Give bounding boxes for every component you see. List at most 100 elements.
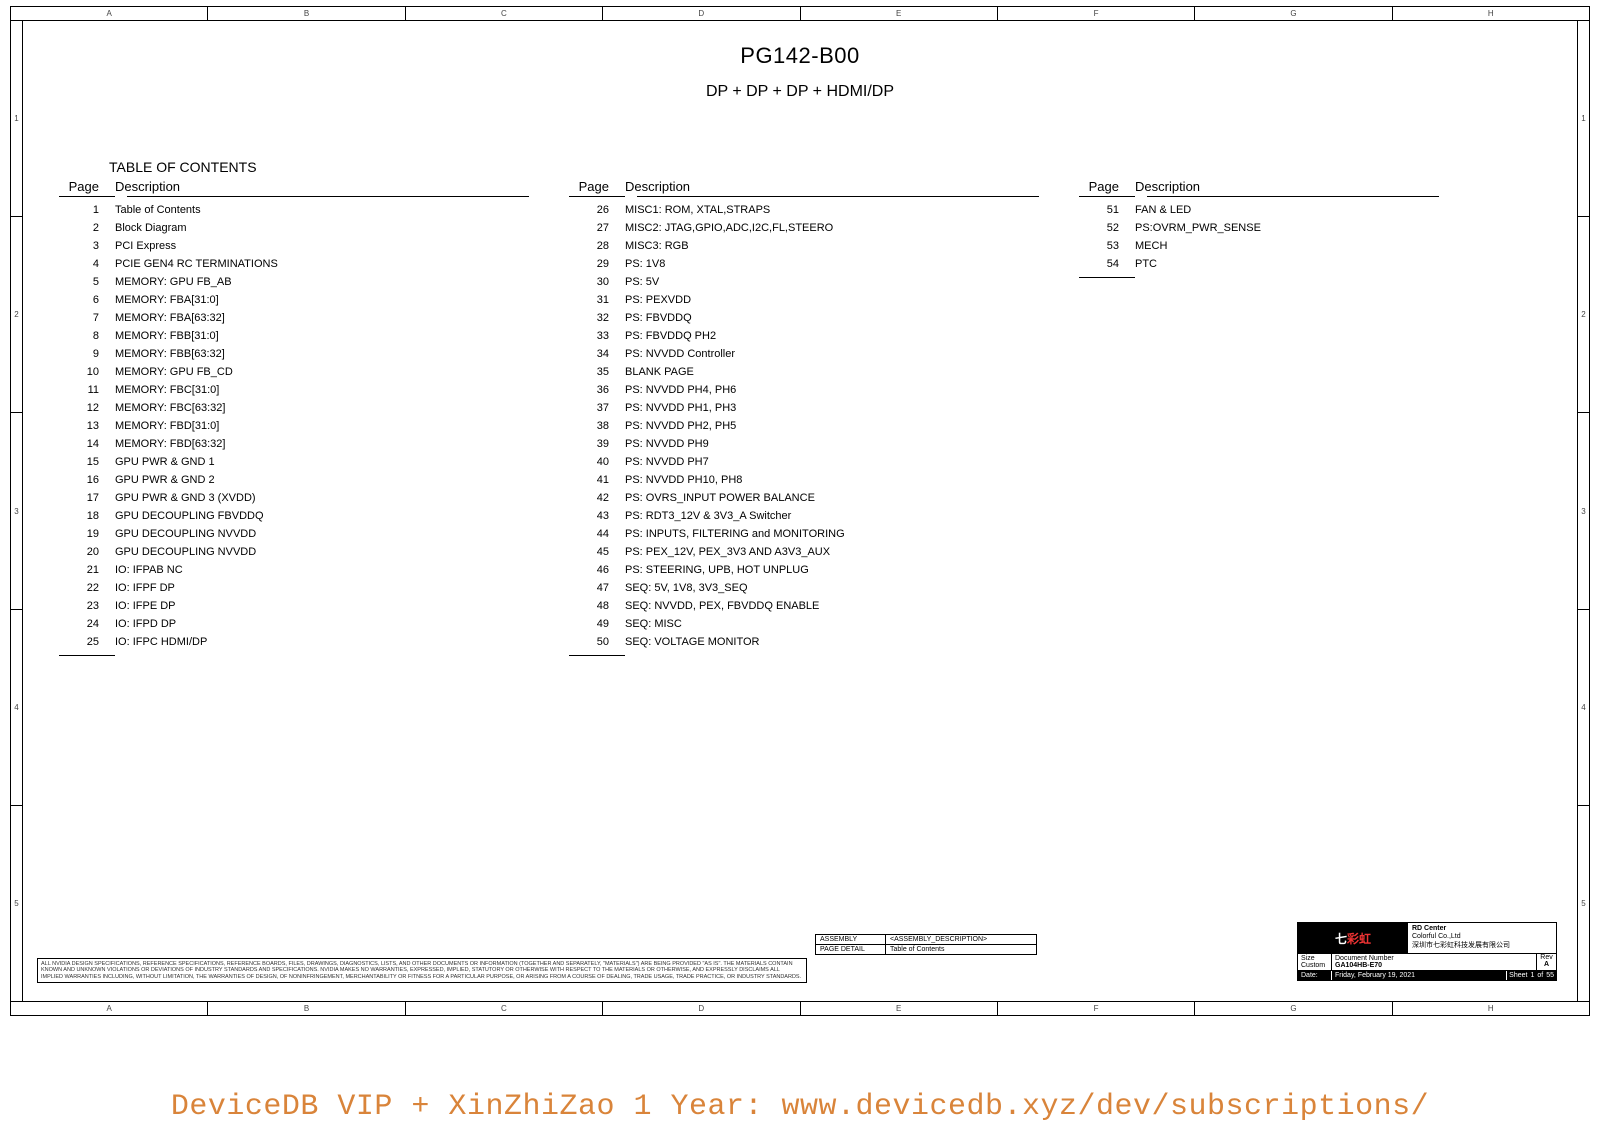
drawing-frame: A B C D E F G H A B C D E F G H 1 2 3 4 … — [10, 6, 1590, 1016]
toc-desc: MEMORY: FBD[63:32] — [115, 435, 529, 453]
toc-desc: MEMORY: FBB[31:0] — [115, 327, 529, 345]
toc-row: 36PS: NVVDD PH4, PH6 — [569, 381, 1039, 399]
row-label: 2 — [1578, 217, 1589, 413]
toc-desc: IO: IFPD DP — [115, 615, 529, 633]
toc-head-page: Page — [59, 179, 115, 194]
toc-page-num: 14 — [59, 435, 115, 453]
toc-page-num: 21 — [59, 561, 115, 579]
toc-page-num: 10 — [59, 363, 115, 381]
row-label: 5 — [1578, 806, 1589, 1001]
toc-page-num: 36 — [569, 381, 625, 399]
disclaimer-text: ALL NVIDIA DESIGN SPECIFICATIONS, REFERE… — [37, 958, 807, 983]
toc-row: 42PS: OVRS_INPUT POWER BALANCE — [569, 489, 1039, 507]
toc-row: 54PTC — [1079, 255, 1439, 273]
toc-desc: SEQ: 5V, 1V8, 3V3_SEQ — [625, 579, 1039, 597]
toc-page-num: 12 — [59, 399, 115, 417]
col-label: G — [1195, 1002, 1392, 1015]
toc-row: 1Table of Contents — [59, 201, 529, 219]
toc-page-num: 38 — [569, 417, 625, 435]
toc-row: 26MISC1: ROM, XTAL,STRAPS — [569, 201, 1039, 219]
toc-desc: SEQ: NVVDD, PEX, FBVDDQ ENABLE — [625, 597, 1039, 615]
toc-page-num: 16 — [59, 471, 115, 489]
toc-row: 19GPU DECOUPLING NVVDD — [59, 525, 529, 543]
date-value: Friday, February 19, 2021 — [1332, 971, 1506, 980]
col-label: A — [11, 7, 208, 20]
toc-desc: PTC — [1135, 255, 1439, 273]
toc-row: 30PS: 5V — [569, 273, 1039, 291]
toc-head-page: Page — [1079, 179, 1135, 194]
toc-page-num: 51 — [1079, 201, 1135, 219]
toc-row: 22IO: IFPF DP — [59, 579, 529, 597]
toc-head-desc: Description — [1135, 179, 1439, 194]
toc-row: 25IO: IFPC HDMI/DP — [59, 633, 529, 651]
col-label: D — [603, 1002, 800, 1015]
date-text: Friday, February 19, 2021 — [1335, 972, 1415, 979]
toc-page-num: 30 — [569, 273, 625, 291]
titleblock: 七彩虹 RD Center Colorful Co.,Ltd 深圳市七彩虹科技发… — [1297, 922, 1557, 981]
toc-col-1: Page Description 1Table of Contents2Bloc… — [59, 179, 529, 656]
rev-value: A — [1537, 961, 1556, 968]
docnum-value: GA104HB-E70 — [1335, 962, 1533, 969]
toc-page-num: 6 — [59, 291, 115, 309]
toc-row: 40PS: NVVDD PH7 — [569, 453, 1039, 471]
logo-part: 彩虹 — [1347, 930, 1371, 947]
assembly-box: ASSEMBLY <ASSEMBLY_DESCRIPTION> PAGE DET… — [815, 934, 1037, 955]
toc-page-num: 1 — [59, 201, 115, 219]
toc-row: 52PS:OVRM_PWR_SENSE — [1079, 219, 1439, 237]
toc-desc: PS: NVVDD PH4, PH6 — [625, 381, 1039, 399]
toc-desc: MEMORY: FBB[63:32] — [115, 345, 529, 363]
toc-page-num: 31 — [569, 291, 625, 309]
docnum-cell: Document Number GA104HB-E70 — [1332, 954, 1536, 970]
toc-desc: PS: NVVDD PH2, PH5 — [625, 417, 1039, 435]
toc-row: 46PS: STEERING, UPB, HOT UNPLUG — [569, 561, 1039, 579]
toc-page-num: 5 — [59, 273, 115, 291]
toc-page-num: 46 — [569, 561, 625, 579]
board-title: PG142-B00 — [23, 43, 1577, 69]
toc-row: 5MEMORY: GPU FB_AB — [59, 273, 529, 291]
docnum-label: Document Number — [1335, 955, 1533, 962]
toc-row: 45PS: PEX_12V, PEX_3V3 AND A3V3_AUX — [569, 543, 1039, 561]
col-label: G — [1195, 7, 1392, 20]
toc-row: 17GPU PWR & GND 3 (XVDD) — [59, 489, 529, 507]
rev-label: Rev — [1537, 954, 1556, 961]
toc-desc: IO: IFPF DP — [115, 579, 529, 597]
toc-head-page: Page — [569, 179, 625, 194]
toc-page-num: 29 — [569, 255, 625, 273]
toc-desc: PS: STEERING, UPB, HOT UNPLUG — [625, 561, 1039, 579]
toc-row: 28MISC3: RGB — [569, 237, 1039, 255]
toc-page-num: 54 — [1079, 255, 1135, 273]
watermark-text: DeviceDB VIP + XinZhiZao 1 Year: www.dev… — [0, 1090, 1600, 1124]
col-strip-top: A B C D E F G H — [11, 7, 1589, 21]
toc-page-num: 47 — [569, 579, 625, 597]
toc-row: 32PS: FBVDDQ — [569, 309, 1039, 327]
toc-page-num: 4 — [59, 255, 115, 273]
toc-page-num: 49 — [569, 615, 625, 633]
toc-desc: IO: IFPE DP — [115, 597, 529, 615]
toc-desc: PS: FBVDDQ PH2 — [625, 327, 1039, 345]
toc-row: 33PS: FBVDDQ PH2 — [569, 327, 1039, 345]
row-label: 4 — [11, 610, 22, 806]
toc-desc: PS: NVVDD Controller — [625, 345, 1039, 363]
date-label: Date: — [1298, 971, 1332, 980]
col-label: H — [1393, 1002, 1589, 1015]
sheet-inner: PG142-B00 DP + DP + DP + HDMI/DP TABLE O… — [23, 21, 1577, 1001]
toc-page-num: 19 — [59, 525, 115, 543]
toc-desc: PS:OVRM_PWR_SENSE — [1135, 219, 1439, 237]
toc-desc: MEMORY: FBC[31:0] — [115, 381, 529, 399]
sheet-num: 1 — [1530, 972, 1534, 979]
toc-desc: PS: NVVDD PH9 — [625, 435, 1039, 453]
toc-desc: GPU DECOUPLING FBVDDQ — [115, 507, 529, 525]
toc-desc: GPU DECOUPLING NVVDD — [115, 525, 529, 543]
col-label: C — [406, 1002, 603, 1015]
toc-desc: MEMORY: GPU FB_AB — [115, 273, 529, 291]
asm-value: Table of Contents — [886, 945, 1036, 954]
toc-page-num: 28 — [569, 237, 625, 255]
col-strip-bottom: A B C D E F G H — [11, 1001, 1589, 1015]
toc-row: 14MEMORY: FBD[63:32] — [59, 435, 529, 453]
toc-row: 41PS: NVVDD PH10, PH8 — [569, 471, 1039, 489]
toc-row: 27MISC2: JTAG,GPIO,ADC,I2C,FL,STEERO — [569, 219, 1039, 237]
col-label: E — [801, 1002, 998, 1015]
toc-desc: PS: PEXVDD — [625, 291, 1039, 309]
toc-desc: FAN & LED — [1135, 201, 1439, 219]
toc-head-desc: Description — [625, 179, 1039, 194]
